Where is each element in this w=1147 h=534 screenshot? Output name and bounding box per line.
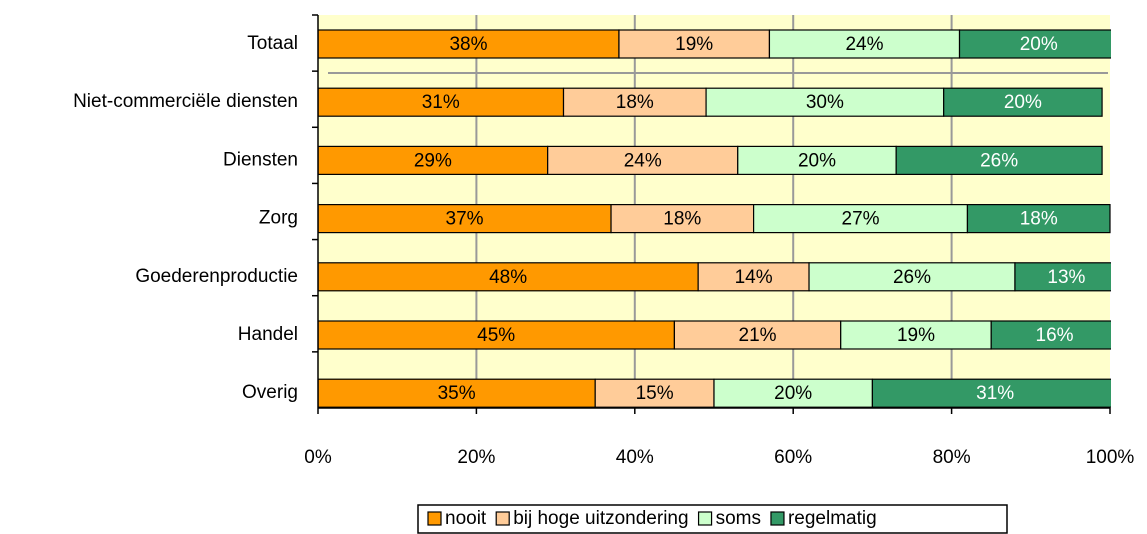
bar-segment — [610, 204, 755, 234]
data-label: 21% — [739, 325, 777, 346]
legend-label: bij hoge uitzondering — [513, 508, 688, 529]
legend-swatch — [697, 511, 713, 526]
bar-segment — [871, 378, 1111, 408]
legend-label: regelmatig — [788, 508, 877, 529]
x-tick-label: 100% — [1086, 447, 1135, 468]
legend-label: nooit — [445, 508, 487, 529]
data-label: 18% — [663, 209, 701, 230]
bar-segment — [840, 320, 992, 350]
data-label: 26% — [893, 267, 931, 288]
y-tick-label: Handel — [238, 324, 298, 345]
bar-segment — [752, 204, 969, 234]
data-label: 18% — [616, 92, 654, 113]
bar-segment — [594, 378, 715, 408]
data-label: 38% — [449, 34, 487, 55]
bar-segment — [318, 204, 612, 234]
x-tick-label: 40% — [616, 447, 654, 468]
bar-segment — [318, 87, 565, 117]
legend-swatch — [770, 511, 785, 526]
y-tick-label: Diensten — [223, 149, 298, 170]
data-label: 29% — [414, 150, 452, 171]
bar-segment — [768, 29, 961, 59]
data-label: 37% — [446, 209, 484, 230]
data-label: 15% — [636, 383, 674, 404]
bar-segment — [618, 29, 771, 59]
y-tick-label: Zorg — [259, 208, 298, 229]
data-label: 48% — [489, 267, 527, 288]
legend-swatch — [427, 511, 442, 526]
data-label: 27% — [842, 209, 880, 230]
legend — [417, 504, 1008, 534]
data-label: 20% — [774, 383, 812, 404]
data-label: 30% — [806, 92, 844, 113]
bar-segment — [673, 320, 842, 350]
legend-swatch — [495, 511, 510, 526]
y-tick-label: Totaal — [247, 33, 298, 54]
data-label: 26% — [980, 150, 1018, 171]
x-tick-label: 80% — [933, 447, 971, 468]
data-label: 19% — [897, 325, 935, 346]
y-tick-label: Goederenproductie — [135, 266, 298, 287]
data-label: 16% — [1036, 325, 1074, 346]
data-label: 20% — [1004, 92, 1042, 113]
x-tick-label: 20% — [457, 447, 495, 468]
data-label: 19% — [675, 34, 713, 55]
bar-segment — [990, 320, 1111, 350]
bar-segment — [958, 29, 1111, 59]
bar-segment — [562, 87, 707, 117]
bar-segment — [966, 204, 1111, 234]
data-label: 14% — [735, 267, 773, 288]
x-tick-label: 60% — [774, 447, 812, 468]
bar-segment — [895, 145, 1103, 175]
data-label: 45% — [477, 325, 515, 346]
x-tick-label: 0% — [304, 447, 332, 468]
bar-segment — [1014, 262, 1111, 292]
data-label: 20% — [1020, 34, 1058, 55]
legend-label: soms — [716, 508, 761, 529]
data-label: 13% — [1047, 267, 1085, 288]
data-label: 31% — [422, 92, 460, 113]
data-label: 24% — [624, 150, 662, 171]
bar-segment — [547, 145, 739, 175]
data-label: 35% — [438, 383, 476, 404]
data-label: 18% — [1020, 209, 1058, 230]
data-label: 24% — [845, 34, 883, 55]
bar-segment — [943, 87, 1103, 117]
y-tick-label: Overig — [242, 382, 298, 403]
data-label: 31% — [976, 383, 1014, 404]
bar-segment — [713, 378, 873, 408]
data-label: 20% — [798, 150, 836, 171]
bar-segment — [697, 262, 810, 292]
bar-segment — [318, 262, 699, 292]
y-tick-label: Niet-commerciële diensten — [73, 91, 298, 112]
